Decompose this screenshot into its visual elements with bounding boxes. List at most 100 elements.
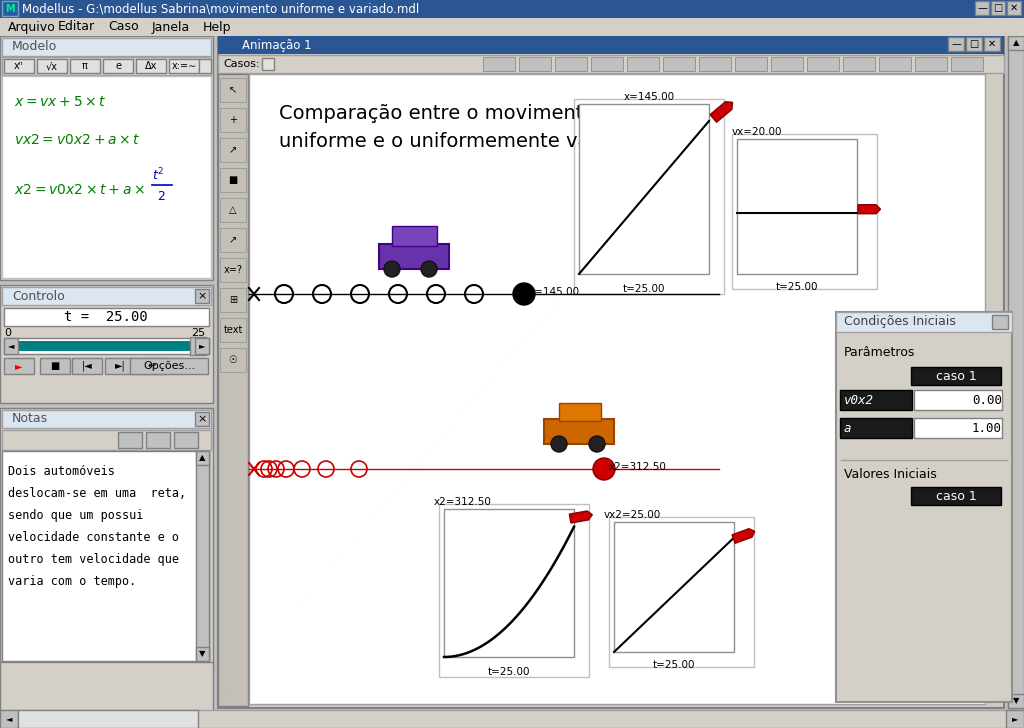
Bar xyxy=(1006,710,1024,728)
Bar xyxy=(0,710,1024,728)
Bar xyxy=(196,451,209,661)
Bar xyxy=(1008,694,1024,708)
Text: x:=∼: x:=∼ xyxy=(171,61,197,71)
Bar xyxy=(262,58,274,70)
Bar xyxy=(663,57,695,71)
Bar xyxy=(220,318,246,342)
Text: ►: ► xyxy=(15,361,23,371)
Bar xyxy=(2,287,211,305)
Text: ✕: ✕ xyxy=(1010,3,1018,13)
Text: Valores Iniciais: Valores Iniciais xyxy=(844,467,937,480)
Bar xyxy=(379,244,449,269)
Bar xyxy=(70,59,100,73)
Bar xyxy=(1008,36,1024,708)
Text: Comparação entre o movimento: Comparação entre o movimento xyxy=(279,104,595,123)
Bar xyxy=(914,418,1002,438)
Bar xyxy=(737,139,857,274)
Bar xyxy=(579,104,709,274)
Bar xyxy=(40,358,70,374)
Text: $vx2 = v0x2 + a \times t$: $vx2 = v0x2 + a \times t$ xyxy=(14,133,141,147)
Bar xyxy=(18,710,198,728)
Bar xyxy=(519,57,551,71)
Text: ▼: ▼ xyxy=(1013,697,1019,705)
Text: x=145.00: x=145.00 xyxy=(624,92,675,102)
Text: √x: √x xyxy=(46,61,58,71)
Circle shape xyxy=(384,261,400,277)
Bar xyxy=(4,338,18,354)
Bar xyxy=(840,390,912,410)
Polygon shape xyxy=(858,205,881,214)
Bar xyxy=(220,228,246,252)
Text: xⁿ: xⁿ xyxy=(14,61,24,71)
Circle shape xyxy=(551,436,567,452)
Text: e: e xyxy=(115,61,121,71)
Text: ▼: ▼ xyxy=(199,649,205,659)
Text: ×: × xyxy=(198,414,207,424)
Text: t=25.00: t=25.00 xyxy=(776,282,818,292)
Bar xyxy=(218,74,248,706)
Text: x=145.00: x=145.00 xyxy=(529,287,581,297)
Text: Casos:: Casos: xyxy=(223,59,259,69)
Text: $x = vx + 5 \times t$: $x = vx + 5 \times t$ xyxy=(14,95,106,109)
Text: deslocam-se em uma  reta,: deslocam-se em uma reta, xyxy=(8,487,186,500)
Text: velocidade constante e o: velocidade constante e o xyxy=(8,531,179,544)
Bar xyxy=(18,341,193,351)
Bar xyxy=(2,1,18,16)
Bar xyxy=(174,432,198,448)
Bar xyxy=(2,451,209,661)
Bar xyxy=(836,312,1012,332)
Text: Arquivo: Arquivo xyxy=(8,20,55,33)
Bar xyxy=(4,308,209,326)
Bar xyxy=(4,358,34,374)
Bar xyxy=(195,289,209,303)
Text: ⊞: ⊞ xyxy=(229,295,238,305)
Bar xyxy=(146,432,170,448)
Text: ↩: ↩ xyxy=(147,361,156,371)
Text: x2=312.50: x2=312.50 xyxy=(609,462,667,472)
Bar xyxy=(483,57,515,71)
Text: t=25.00: t=25.00 xyxy=(623,284,666,294)
Text: Janela: Janela xyxy=(152,20,190,33)
Bar xyxy=(843,57,874,71)
Text: +: + xyxy=(229,115,237,125)
Text: π: π xyxy=(82,61,88,71)
Text: ×: × xyxy=(198,291,207,301)
Text: text: text xyxy=(223,325,243,335)
Text: uniforme e o uniformemente variado.: uniforme e o uniformemente variado. xyxy=(279,132,645,151)
Text: t =  25.00: t = 25.00 xyxy=(65,310,147,324)
Bar xyxy=(220,108,246,132)
Polygon shape xyxy=(710,102,732,122)
Text: Δx: Δx xyxy=(144,61,158,71)
Bar xyxy=(555,57,587,71)
Bar xyxy=(218,36,1004,708)
Bar xyxy=(984,37,1000,51)
Bar xyxy=(991,1,1005,15)
Bar xyxy=(220,348,246,372)
Text: v0x2: v0x2 xyxy=(844,394,874,406)
Bar xyxy=(2,430,211,450)
Text: ↖: ↖ xyxy=(229,85,238,95)
Bar xyxy=(915,57,947,71)
Bar xyxy=(218,36,1004,54)
Circle shape xyxy=(593,458,615,480)
Text: —: — xyxy=(951,39,961,49)
Text: ↗: ↗ xyxy=(229,235,238,245)
Bar xyxy=(911,487,1001,505)
Text: Modelo: Modelo xyxy=(12,41,57,53)
Bar xyxy=(840,418,912,438)
Bar xyxy=(627,57,659,71)
Bar xyxy=(169,59,199,73)
Text: ►: ► xyxy=(199,341,205,350)
Bar xyxy=(807,57,839,71)
Text: a: a xyxy=(844,422,852,435)
Bar xyxy=(444,509,574,657)
Polygon shape xyxy=(569,511,592,523)
Bar xyxy=(1007,1,1021,15)
Circle shape xyxy=(589,436,605,452)
Bar xyxy=(771,57,803,71)
Bar xyxy=(199,59,211,73)
Text: vx=20.00: vx=20.00 xyxy=(732,127,782,137)
Text: 0.00: 0.00 xyxy=(972,394,1002,406)
Bar xyxy=(574,99,724,294)
Bar xyxy=(2,57,211,75)
